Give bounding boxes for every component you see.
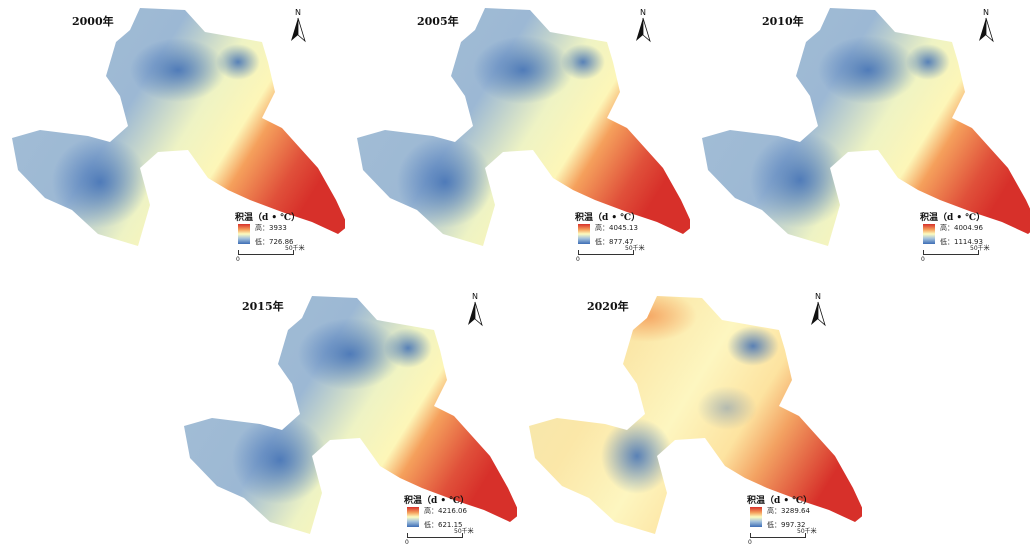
legend-high: 高：4216.06	[424, 507, 467, 515]
north-arrow: N	[287, 8, 309, 44]
color-ramp	[238, 224, 250, 244]
scale-bar	[578, 250, 634, 255]
legend-high: 高：4004.96	[940, 224, 983, 232]
map-panel-2020: 2020年 N 积温（d • ℃） 高：3289.64 低：997.32 0 5…	[517, 288, 862, 558]
north-arrow-icon	[636, 17, 651, 43]
color-ramp	[407, 507, 419, 527]
scale-zero: 0	[576, 256, 580, 263]
year-label: 2015年	[242, 300, 284, 313]
scale-zero: 0	[236, 256, 240, 263]
heatmap-region	[529, 296, 862, 534]
scale-bar	[407, 533, 463, 538]
heatmap-region	[12, 8, 345, 246]
north-arrow: N	[975, 8, 997, 44]
scale-bar	[238, 250, 294, 255]
year-label: 2020年	[587, 300, 629, 313]
heatmap-region	[184, 296, 517, 534]
north-arrow: N	[464, 292, 486, 328]
legend-high: 高：4045.13	[595, 224, 638, 232]
legend-low: 低：877.47	[595, 238, 634, 246]
year-label: 2000年	[72, 15, 114, 28]
legend-title: 积温（d • ℃）	[404, 496, 470, 506]
map-panel-2000: 2000年 N 积温（d • ℃） 高：3933 低：726.86 0 50千米	[0, 0, 345, 270]
north-arrow-icon	[291, 17, 306, 43]
legend: 积温（d • ℃） 高：3289.64 低：997.32 0 50千米	[747, 493, 867, 553]
north-arrow-icon	[468, 301, 483, 327]
legend-low: 低：621.15	[424, 521, 463, 529]
heatmap-region	[702, 8, 1030, 246]
scale-distance: 50千米	[970, 245, 990, 252]
color-ramp	[578, 224, 590, 244]
heatmap-region	[357, 8, 690, 246]
color-ramp	[750, 507, 762, 527]
north-letter: N	[983, 8, 989, 17]
scale-zero: 0	[921, 256, 925, 263]
scale-zero: 0	[405, 539, 409, 546]
north-letter: N	[295, 8, 301, 17]
north-letter: N	[815, 292, 821, 301]
scale-distance: 50千米	[454, 528, 474, 535]
scale-distance: 50千米	[797, 528, 817, 535]
legend-high: 高：3289.64	[767, 507, 810, 515]
north-arrow: N	[807, 292, 829, 328]
year-label: 2010年	[762, 15, 804, 28]
legend-title: 积温（d • ℃）	[235, 213, 301, 223]
legend: 积温（d • ℃） 高：4216.06 低：621.15 0 50千米	[404, 493, 524, 553]
scale-distance: 50千米	[285, 245, 305, 252]
legend: 积温（d • ℃） 高：4045.13 低：877.47 0 50千米	[575, 210, 695, 270]
legend-title: 积温（d • ℃）	[575, 213, 641, 223]
north-letter: N	[640, 8, 646, 17]
legend-low: 低：726.86	[255, 238, 294, 246]
legend-high: 高：3933	[255, 224, 287, 232]
map-panel-2010: 2010年 N 积温（d • ℃） 高：4004.96 低：1114.93 0 …	[690, 0, 1030, 270]
scale-bar	[750, 533, 806, 538]
map-panel-2005: 2005年 N 积温（d • ℃） 高：4045.13 低：877.47 0 5…	[345, 0, 690, 270]
legend-low: 低：1114.93	[940, 238, 983, 246]
scale-distance: 50千米	[625, 245, 645, 252]
legend: 积温（d • ℃） 高：3933 低：726.86 0 50千米	[235, 210, 355, 270]
scale-zero: 0	[748, 539, 752, 546]
year-label: 2005年	[417, 15, 459, 28]
scale-bar	[923, 250, 979, 255]
legend-title: 积温（d • ℃）	[920, 213, 986, 223]
legend-title: 积温（d • ℃）	[747, 496, 813, 506]
north-arrow-icon	[811, 301, 826, 327]
map-panel-2015: 2015年 N 积温（d • ℃） 高：4216.06 低：621.15 0 5…	[172, 288, 517, 558]
legend: 积温（d • ℃） 高：4004.96 低：1114.93 0 50千米	[920, 210, 1030, 270]
legend-low: 低：997.32	[767, 521, 806, 529]
north-arrow: N	[632, 8, 654, 44]
color-ramp	[923, 224, 935, 244]
north-arrow-icon	[979, 17, 994, 43]
north-letter: N	[472, 292, 478, 301]
